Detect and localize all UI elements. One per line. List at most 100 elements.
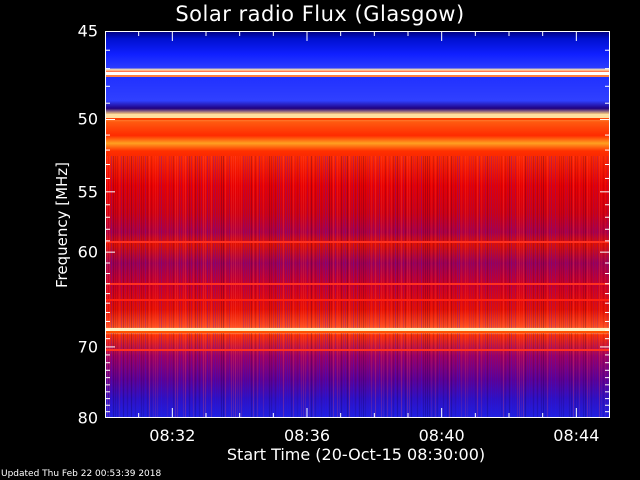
- heatmap-streak: [141, 156, 142, 418]
- heatmap-streak: [497, 156, 498, 418]
- heatmap-bright-bands: [105, 72, 610, 351]
- heatmap-streak: [315, 156, 316, 418]
- heatmap-streak: [431, 156, 432, 418]
- heatmap-streak: [573, 156, 574, 418]
- y-axis-label: Frequency [MHz]: [53, 161, 71, 289]
- heatmap-streak: [523, 156, 524, 418]
- heatmap-streak: [283, 156, 284, 418]
- heatmap-streak: [559, 156, 560, 418]
- heatmap-streak: [339, 156, 340, 418]
- heatmap-streak: [537, 156, 538, 418]
- y-tick-label: 50: [77, 109, 98, 129]
- heatmap-streak: [599, 156, 600, 418]
- heatmap-streak: [389, 156, 390, 418]
- heatmap-streak: [251, 156, 252, 418]
- bright-band: [105, 328, 610, 331]
- heatmap-streak: [583, 156, 584, 418]
- heatmap-streak: [147, 156, 148, 418]
- heatmap-streak: [355, 156, 356, 418]
- heatmap-streak: [307, 156, 308, 418]
- heatmap-streak: [323, 156, 324, 418]
- heatmap-streak: [109, 156, 110, 418]
- heatmap-streak: [337, 156, 338, 418]
- heatmap-streak: [333, 156, 334, 418]
- heatmap-streak: [285, 156, 286, 418]
- heatmap-streak: [173, 156, 174, 418]
- heatmap-streak: [423, 156, 424, 418]
- heatmap-streak: [207, 156, 208, 418]
- heatmap-streak: [359, 156, 360, 418]
- heatmap-streak: [377, 156, 378, 418]
- heatmap-streak: [557, 156, 558, 418]
- heatmap-streak: [183, 156, 184, 418]
- heatmap-streak: [155, 156, 156, 418]
- heatmap-streak: [225, 156, 226, 418]
- heatmap-streak: [211, 156, 212, 418]
- y-tick-label: 55: [77, 182, 98, 202]
- heatmap-streak: [289, 156, 290, 418]
- heatmap-streak: [153, 156, 154, 418]
- heatmap-streak: [271, 156, 272, 418]
- heatmap-streak: [515, 156, 516, 418]
- heatmap-streak: [425, 156, 426, 418]
- heatmap-streak: [487, 156, 488, 418]
- heatmap-streak: [481, 156, 482, 418]
- heatmap-streak: [139, 156, 140, 418]
- heatmap-streak: [421, 156, 422, 418]
- heatmap-streak: [115, 156, 116, 418]
- heatmap-streak: [519, 156, 520, 418]
- heatmap-streak: [575, 156, 576, 418]
- heatmap-streak: [143, 156, 144, 418]
- heatmap-streak: [463, 156, 464, 418]
- bright-band: [105, 299, 610, 301]
- heatmap-streak: [401, 156, 402, 418]
- heatmap-streak: [601, 156, 602, 418]
- heatmap-streak: [553, 156, 554, 418]
- heatmap-streak: [195, 156, 196, 418]
- heatmap-streak: [511, 156, 512, 418]
- heatmap-streak: [343, 156, 344, 418]
- heatmap-streak: [479, 156, 480, 418]
- bright-band: [105, 114, 610, 118]
- heatmap-streak: [227, 156, 228, 418]
- heatmap-streak: [309, 156, 310, 418]
- bright-band: [105, 75, 610, 77]
- heatmap-streak: [545, 156, 546, 418]
- heatmap-streak: [199, 156, 200, 418]
- heatmap-streak: [449, 156, 450, 418]
- heatmap-streak: [121, 156, 122, 418]
- heatmap-streak: [233, 156, 234, 418]
- bright-band: [105, 118, 610, 120]
- heatmap-streak: [603, 156, 604, 418]
- heatmap-streak: [441, 156, 442, 418]
- heatmap-streak: [129, 156, 130, 418]
- heatmap-streak: [357, 156, 358, 418]
- heatmap-streak: [471, 156, 472, 418]
- heatmap-streak: [287, 156, 288, 418]
- heatmap-streak: [219, 156, 220, 418]
- heatmap-streak: [581, 156, 582, 418]
- heatmap-streak: [391, 156, 392, 418]
- heatmap-streak: [489, 156, 490, 418]
- heatmap-streak: [457, 156, 458, 418]
- heatmap-streak: [591, 156, 592, 418]
- heatmap-streak: [217, 156, 218, 418]
- heatmap-streak: [203, 156, 204, 418]
- heatmap-streak: [595, 156, 596, 418]
- heatmap-streak: [171, 156, 172, 418]
- heatmap-streak: [205, 156, 206, 418]
- heatmap-streak: [419, 156, 420, 418]
- heatmap-streak: [169, 156, 170, 418]
- heatmap-streak: [465, 156, 466, 418]
- heatmap-streak: [237, 156, 238, 418]
- heatmap-streak: [197, 156, 198, 418]
- heatmap-streak: [259, 156, 260, 418]
- heatmap-streak: [375, 156, 376, 418]
- heatmap-streak: [113, 156, 114, 418]
- heatmap-streak: [577, 156, 578, 418]
- heatmap-streak: [371, 156, 372, 418]
- heatmap-streak: [427, 156, 428, 418]
- heatmap-streak: [319, 156, 320, 418]
- heatmap-streak: [527, 156, 528, 418]
- heatmap-streak: [407, 156, 408, 418]
